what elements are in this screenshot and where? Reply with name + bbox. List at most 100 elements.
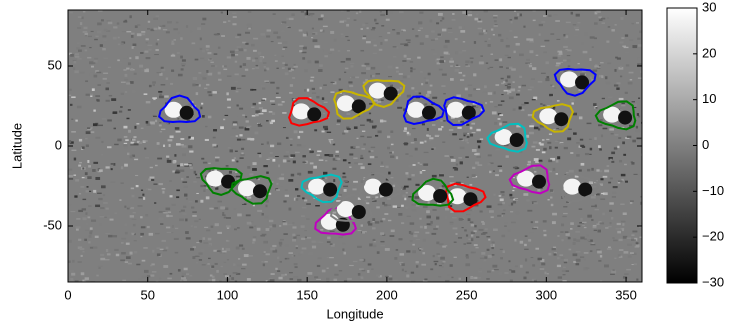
texture — [158, 183, 163, 186]
texture — [452, 12, 455, 15]
texture — [437, 12, 443, 16]
texture — [570, 152, 574, 154]
texture — [117, 36, 120, 39]
texture — [591, 205, 596, 208]
texture — [594, 65, 599, 68]
texture — [287, 224, 293, 226]
texture — [180, 37, 183, 40]
texture — [389, 152, 393, 154]
texture — [382, 217, 386, 221]
texture — [263, 240, 268, 244]
texture — [366, 136, 372, 138]
texture — [282, 222, 288, 226]
region-contour — [333, 89, 376, 120]
texture — [85, 144, 89, 148]
texture — [512, 201, 517, 204]
texture — [480, 233, 486, 235]
texture — [414, 147, 418, 151]
texture — [154, 202, 157, 204]
texture — [165, 207, 171, 211]
texture — [82, 167, 85, 170]
texture — [286, 279, 290, 282]
texture — [491, 254, 495, 256]
texture — [71, 118, 74, 120]
texture — [635, 129, 641, 133]
texture — [180, 68, 184, 71]
texture — [533, 226, 539, 229]
texture — [469, 183, 473, 186]
texture — [237, 177, 242, 180]
texture — [353, 157, 358, 159]
texture — [79, 247, 85, 251]
texture — [132, 43, 137, 47]
texture — [150, 28, 155, 32]
texture — [508, 66, 513, 69]
texture — [519, 264, 523, 268]
texture — [180, 177, 184, 181]
texture — [549, 93, 553, 97]
texture — [573, 238, 577, 242]
texture — [300, 251, 304, 254]
texture — [511, 270, 516, 273]
texture — [102, 48, 106, 51]
texture — [68, 140, 72, 144]
texture — [491, 111, 497, 115]
texture — [425, 79, 429, 82]
texture — [103, 72, 109, 74]
texture — [91, 65, 94, 68]
texture — [547, 141, 552, 144]
texture — [196, 241, 200, 244]
texture — [362, 37, 366, 40]
texture — [264, 80, 270, 82]
texture — [419, 11, 424, 14]
texture — [106, 215, 111, 217]
texture — [277, 103, 283, 106]
texture — [302, 57, 306, 60]
texture — [470, 234, 474, 237]
texture — [507, 83, 511, 86]
texture — [527, 114, 533, 117]
texture — [161, 188, 166, 190]
texture — [79, 71, 85, 74]
texture — [282, 48, 285, 50]
texture — [478, 32, 484, 36]
texture — [192, 76, 198, 80]
region-contour — [157, 94, 202, 124]
texture — [70, 278, 74, 281]
texture — [174, 154, 177, 157]
texture — [177, 31, 180, 35]
texture — [410, 280, 416, 282]
texture — [422, 252, 426, 255]
texture — [288, 207, 292, 211]
texture — [85, 190, 89, 193]
texture — [200, 249, 205, 252]
texture — [584, 238, 587, 241]
texture — [231, 53, 235, 57]
texture — [382, 201, 385, 205]
texture — [468, 238, 471, 240]
texture — [242, 195, 245, 198]
texture — [80, 254, 83, 257]
texture — [463, 243, 467, 245]
texture — [638, 174, 642, 176]
texture — [152, 81, 156, 84]
texture — [276, 86, 280, 90]
texture — [176, 196, 180, 199]
x-tick-label: 50 — [140, 287, 154, 302]
region-black — [463, 192, 478, 207]
texture — [128, 129, 131, 133]
texture — [94, 57, 99, 60]
texture — [223, 252, 226, 254]
texture — [519, 75, 523, 78]
texture — [625, 137, 630, 139]
texture — [311, 87, 315, 90]
texture — [638, 115, 641, 118]
texture — [295, 188, 299, 191]
x-axis-label: Longitude — [326, 306, 383, 321]
texture — [380, 195, 385, 198]
texture — [380, 13, 386, 17]
texture — [465, 65, 471, 67]
texture — [360, 154, 363, 157]
texture — [575, 263, 580, 266]
texture — [76, 47, 80, 50]
